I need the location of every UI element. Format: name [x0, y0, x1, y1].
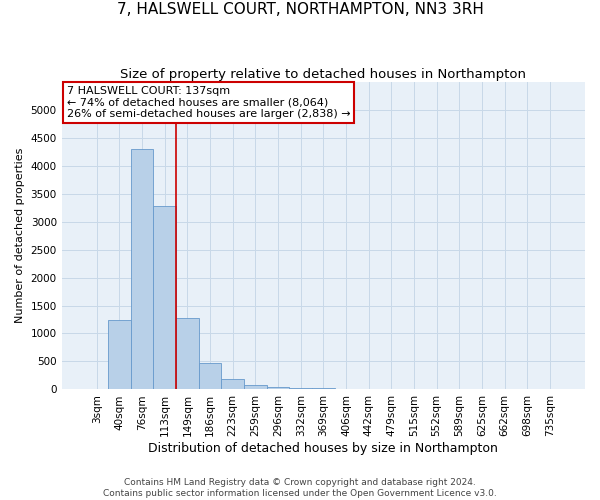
- Text: 7, HALSWELL COURT, NORTHAMPTON, NN3 3RH: 7, HALSWELL COURT, NORTHAMPTON, NN3 3RH: [116, 2, 484, 18]
- Bar: [312, 388, 335, 390]
- X-axis label: Distribution of detached houses by size in Northampton: Distribution of detached houses by size …: [148, 442, 498, 455]
- Bar: [289, 388, 312, 390]
- Bar: [199, 363, 221, 390]
- Bar: [154, 206, 176, 390]
- Bar: [131, 149, 154, 390]
- Bar: [221, 379, 244, 390]
- Bar: [176, 318, 199, 390]
- Y-axis label: Number of detached properties: Number of detached properties: [15, 148, 25, 324]
- Text: Contains HM Land Registry data © Crown copyright and database right 2024.
Contai: Contains HM Land Registry data © Crown c…: [103, 478, 497, 498]
- Bar: [266, 387, 289, 390]
- Text: 7 HALSWELL COURT: 137sqm
← 74% of detached houses are smaller (8,064)
26% of sem: 7 HALSWELL COURT: 137sqm ← 74% of detach…: [67, 86, 350, 120]
- Bar: [108, 320, 131, 390]
- Bar: [244, 385, 266, 390]
- Title: Size of property relative to detached houses in Northampton: Size of property relative to detached ho…: [121, 68, 526, 80]
